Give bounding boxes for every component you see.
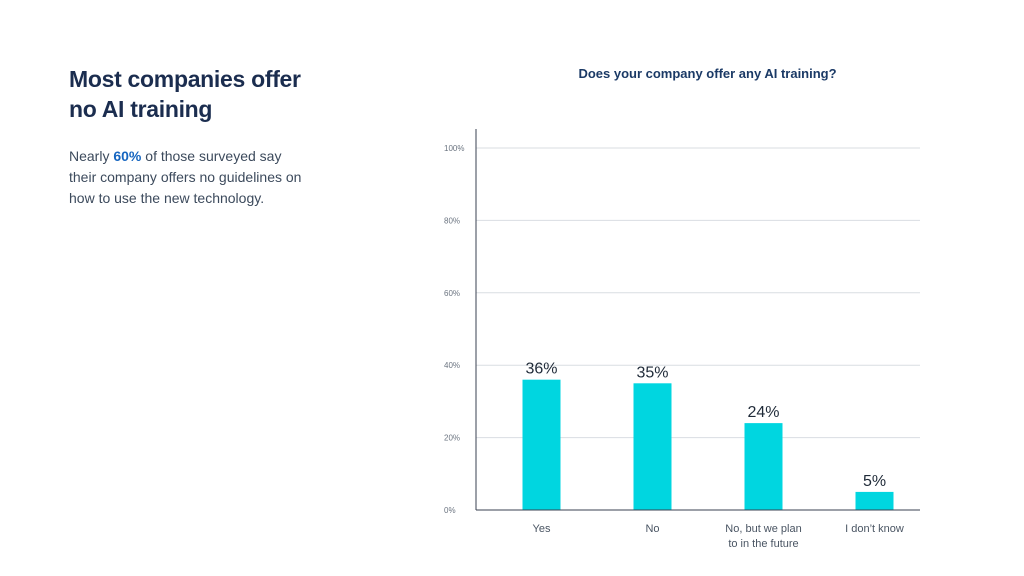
y-tick-label: 20% bbox=[444, 434, 460, 443]
summary-suffix: of those surveyed say their company offe… bbox=[69, 148, 302, 206]
labels: 0% 20% 40% 60% 80% 100% 36% Yes 35% No 24% No, but … bbox=[444, 144, 904, 550]
x-category-label: Yes bbox=[533, 523, 551, 535]
bars bbox=[522, 379, 894, 510]
headline-line-1: Most companies offer bbox=[69, 66, 301, 92]
bar bbox=[633, 383, 672, 510]
bar bbox=[855, 491, 894, 510]
x-category-label-line: Yes bbox=[533, 523, 551, 535]
headline: Most companies offer no AI training bbox=[69, 64, 369, 124]
x-category-label-line: No, but we plan bbox=[725, 523, 801, 535]
y-tick-label: 60% bbox=[444, 289, 460, 298]
y-tick-label: 80% bbox=[444, 216, 460, 225]
x-category-label-line: to in the future bbox=[728, 538, 798, 550]
left-panel: Most companies offer no AI training Near… bbox=[69, 64, 369, 209]
y-tick-label: 40% bbox=[444, 361, 460, 370]
x-category-label: No bbox=[645, 523, 659, 535]
summary-highlight: 60% bbox=[113, 148, 142, 164]
x-category-label-line: No bbox=[645, 523, 659, 535]
y-tick-label: 100% bbox=[444, 144, 464, 153]
chart-title: Does your company offer any AI training? bbox=[578, 66, 837, 81]
bar bbox=[522, 379, 561, 510]
bar-value-label: 5% bbox=[863, 473, 886, 490]
x-category-label-line: I don’t know bbox=[845, 523, 904, 535]
y-tick-label: 0% bbox=[444, 506, 456, 515]
bar-value-label: 24% bbox=[747, 404, 779, 421]
headline-line-2: no AI training bbox=[69, 96, 213, 122]
axes bbox=[475, 129, 920, 511]
x-category-label: No, but we plan to in the future bbox=[725, 523, 801, 550]
bar bbox=[744, 423, 783, 510]
bar-value-label: 35% bbox=[636, 364, 668, 381]
summary-text: Nearly 60% of those surveyed say their c… bbox=[69, 146, 309, 209]
bar-value-label: 36% bbox=[525, 361, 557, 378]
x-category-label: I don’t know bbox=[845, 523, 904, 535]
summary-prefix: Nearly bbox=[69, 148, 114, 164]
